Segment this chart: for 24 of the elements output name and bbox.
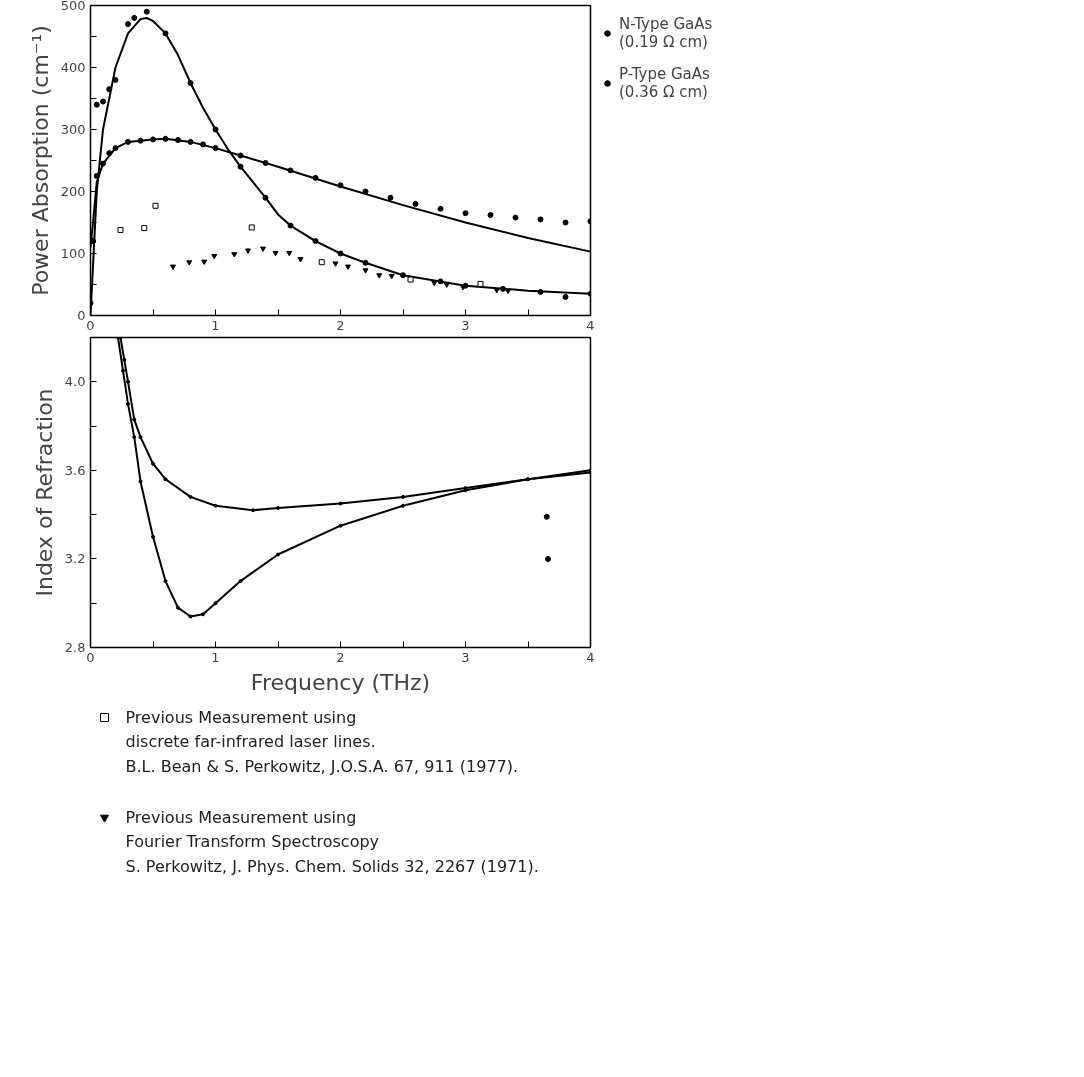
x-tick-label: 3 [461, 649, 470, 665]
y-tick-label: 300 [60, 122, 86, 137]
y-tick-label: 500 [60, 0, 86, 13]
y-tick-label: 4.0 [64, 374, 86, 390]
legend-label: Previous Measurement using Fourier Transform Spectroscopy S. Perkowitz, J. Phys. Chem. Solids 32, 2267 (1971). [125, 807, 539, 876]
legend-label: N-Type GaAs (0.19 Ω cm) [619, 15, 713, 51]
y-tick-label: 100 [60, 246, 86, 261]
x-tick-label: 4 [586, 317, 595, 333]
x-axis-title: Frequency (THz) [250, 669, 431, 695]
y-tick-label: 200 [60, 184, 86, 199]
legend-label: Previous Measurement using discrete far-infrared laser lines. B.L. Bean & S. Perkowitz, J.O.S.A. 67, 911 (1977). [125, 707, 519, 776]
y-axis-title: Power Absorption (cm⁻¹) [27, 25, 53, 296]
x-tick-label: 2 [336, 649, 345, 665]
y-tick-label: 2.8 [64, 640, 86, 655]
y-tick-label: 3.2 [64, 551, 86, 567]
legend-label: P-Type GaAs (0.36 Ω cm) [619, 65, 710, 101]
y-tick-label: 400 [60, 60, 86, 75]
y-tick-label: 3.6 [64, 462, 86, 478]
x-tick-label: 1 [211, 649, 220, 665]
x-tick-label: 3 [461, 317, 470, 333]
x-tick-label: 1 [211, 317, 220, 333]
y-axis-title: Index of Refraction [31, 388, 57, 597]
x-tick-label: 4 [586, 649, 595, 665]
x-tick-label: 2 [336, 317, 345, 333]
